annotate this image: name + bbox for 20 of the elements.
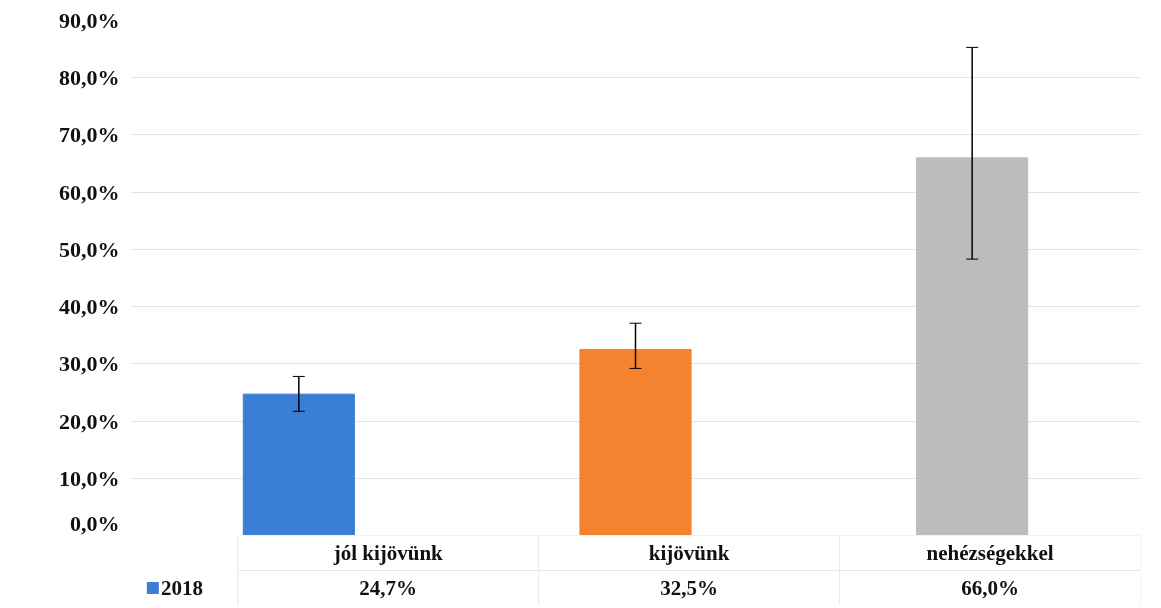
data-label: 32,5% bbox=[660, 576, 718, 600]
y-tick-label: 0,0% bbox=[70, 510, 120, 536]
y-tick-label: 60,0% bbox=[59, 179, 120, 205]
y-tick-label: 80,0% bbox=[59, 65, 120, 91]
bar bbox=[579, 349, 692, 535]
y-tick-label: 90,0% bbox=[59, 8, 120, 33]
y-tick-label: 50,0% bbox=[59, 236, 120, 262]
y-tick-label: 70,0% bbox=[59, 122, 120, 148]
x-tick-label: kijövünk bbox=[648, 541, 730, 565]
x-tick-label: nehézségekkel bbox=[926, 541, 1054, 565]
data-label: 24,7% bbox=[359, 576, 418, 600]
y-tick-label: 20,0% bbox=[59, 408, 120, 434]
y-tick-label: 30,0% bbox=[59, 351, 120, 377]
bar bbox=[916, 157, 1029, 535]
y-tick-label: 40,0% bbox=[59, 294, 120, 320]
x-tick-label: jól kijövünk bbox=[332, 541, 444, 565]
data-label: 66,0% bbox=[961, 576, 1019, 600]
y-tick-label: 10,0% bbox=[59, 465, 120, 491]
legend-label: 2018 bbox=[160, 576, 203, 600]
bar bbox=[242, 393, 355, 535]
